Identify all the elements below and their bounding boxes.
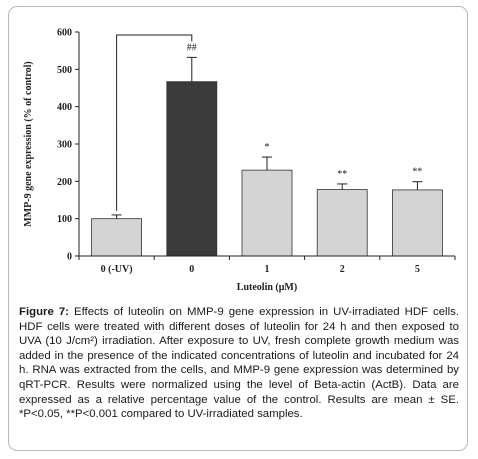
y-tick-label-4: 400: [57, 102, 72, 113]
figure-frame: 0 100 200 300 400 500 600 ## * ** ** 0 (-UV) 0 1 2 5 …: [8, 6, 468, 451]
y-axis-label: MMP-9 gene expression (% of control): [23, 61, 34, 226]
x-tick-label-3: 2: [340, 264, 345, 275]
y-tick-label-6: 600: [57, 28, 72, 39]
comparison-bracket: [116, 34, 193, 211]
significance-mark-2: *: [265, 142, 270, 153]
x-tick-label-1: 0: [189, 264, 194, 275]
y-tick-label-0: 0: [67, 252, 72, 263]
bar-0: [91, 218, 142, 257]
y-tick-label-5: 500: [57, 65, 72, 76]
bar-2: [241, 169, 293, 257]
y-tick-label-3: 300: [57, 140, 72, 151]
caption-label: Figure 7:: [19, 306, 69, 318]
significance-mark-1: ##: [187, 42, 197, 53]
significance-mark-3: **: [337, 169, 347, 180]
significance-mark-4: **: [412, 167, 422, 178]
caption-text: Effects of luteolin on MMP-9 gene expres…: [19, 306, 459, 421]
bar-4: [391, 189, 443, 257]
bar-1: [166, 81, 218, 257]
x-axis-label: Luteolin (μM): [237, 282, 297, 293]
x-tick-label-0: 0 (-UV): [101, 264, 133, 275]
y-tick-label-2: 200: [57, 177, 72, 188]
bar-3: [316, 189, 368, 257]
x-tick-label-4: 5: [415, 264, 420, 275]
y-tick-label-1: 100: [57, 214, 72, 225]
x-tick-label-2: 1: [265, 264, 270, 275]
figure-caption: Figure 7: Effects of luteolin on MMP-9 g…: [19, 305, 459, 422]
